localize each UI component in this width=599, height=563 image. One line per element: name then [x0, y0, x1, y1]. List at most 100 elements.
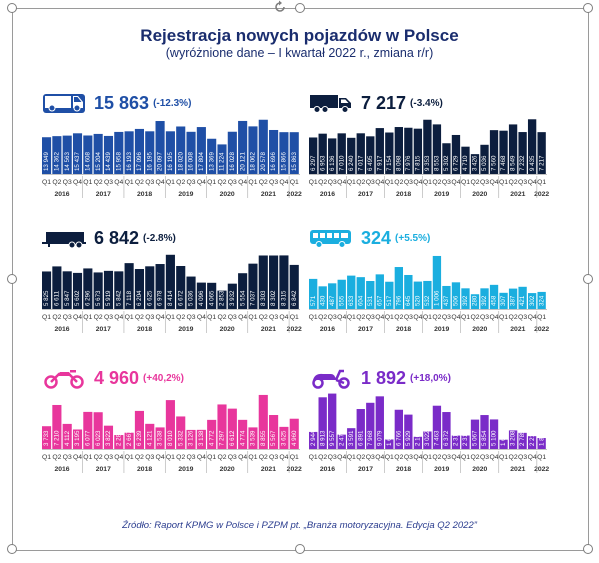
- data-label: 6 495: [367, 155, 374, 171]
- bar: [238, 273, 248, 309]
- x-tick-year: 2017: [358, 191, 373, 198]
- resize-handle-middle-right[interactable]: [583, 274, 593, 284]
- x-tick-year: 2017: [358, 326, 373, 333]
- bar: [423, 431, 432, 449]
- data-label: 2 289: [115, 430, 122, 446]
- data-label: 4 121: [146, 430, 153, 446]
- data-label: 307: [500, 295, 507, 306]
- x-tick-quarter: Q2: [259, 454, 268, 461]
- bar: [385, 439, 394, 449]
- data-label: 6 842: [291, 290, 298, 306]
- x-tick-quarter: Q2: [176, 454, 185, 461]
- bar: [423, 280, 432, 309]
- x-tick-quarter: Q3: [366, 179, 375, 186]
- bar: [289, 132, 299, 174]
- bar: [176, 126, 186, 174]
- x-tick-quarter: Q2: [52, 179, 61, 186]
- headline-change: (+5.5%): [395, 232, 431, 244]
- x-tick-quarter: Q4: [490, 179, 499, 186]
- x-tick-quarter: Q1: [207, 454, 216, 461]
- rotate-handle-icon[interactable]: [273, 0, 287, 14]
- bar: [461, 288, 470, 309]
- resize-handle-top-right[interactable]: [583, 3, 593, 13]
- x-tick-year: 2019: [178, 466, 193, 473]
- data-label: 6 077: [84, 430, 91, 446]
- x-tick-quarter: Q1: [537, 454, 546, 461]
- data-label: 14 439: [105, 152, 112, 171]
- bar: [347, 428, 356, 449]
- bar: [328, 283, 337, 309]
- x-tick-quarter: Q2: [394, 179, 403, 186]
- data-label: 3 932: [229, 290, 236, 306]
- x-tick-year: 2021: [261, 191, 276, 198]
- data-label: 3 022: [424, 430, 431, 446]
- x-tick-quarter: Q2: [470, 314, 479, 321]
- resize-handle-bottom-right[interactable]: [583, 544, 593, 554]
- data-label: 4 772: [208, 430, 215, 446]
- x-tick-year: 2020: [472, 326, 487, 333]
- bar: [124, 432, 134, 449]
- bar: [103, 425, 114, 449]
- data-label: 8 010: [167, 430, 174, 446]
- data-label: 6 953: [319, 155, 326, 171]
- bar: [499, 292, 508, 309]
- x-tick-year: 2021: [261, 466, 276, 473]
- x-tick-quarter: Q2: [259, 314, 268, 321]
- resize-handle-top-center[interactable]: [295, 3, 305, 13]
- bar: [165, 400, 175, 449]
- data-label: 9 079: [376, 430, 383, 446]
- x-tick-year: 2021: [510, 326, 525, 333]
- data-label: 458: [491, 295, 498, 306]
- bar: [356, 277, 365, 309]
- bar: [461, 146, 470, 174]
- x-tick-quarter: Q3: [269, 314, 278, 321]
- data-label: 5 825: [43, 290, 50, 306]
- data-label: 20 121: [239, 152, 246, 171]
- data-label: 2 476: [338, 430, 345, 446]
- x-tick-year: 2019: [178, 326, 193, 333]
- data-label: 5 100: [491, 430, 498, 446]
- data-label: 6 204: [136, 290, 143, 306]
- x-tick-quarter: Q3: [187, 314, 196, 321]
- x-tick-quarter: Q4: [197, 454, 206, 461]
- bar: [499, 130, 508, 174]
- x-tick-year: 2019: [434, 191, 449, 198]
- data-label: 517: [386, 295, 393, 306]
- x-tick-quarter: Q2: [509, 454, 518, 461]
- resize-handle-bottom-left[interactable]: [7, 544, 17, 554]
- data-label: 571: [310, 295, 317, 306]
- bar: [238, 120, 248, 174]
- x-tick-quarter: Q3: [228, 454, 237, 461]
- x-tick-year: 2016: [320, 191, 335, 198]
- x-tick-quarter: Q4: [337, 179, 346, 186]
- x-tick-year: 2019: [434, 466, 449, 473]
- bar: [442, 143, 451, 174]
- x-tick-quarter: Q1: [537, 179, 546, 186]
- data-label: 302: [529, 295, 536, 306]
- bar: [134, 410, 144, 449]
- x-tick-year: 2020: [220, 191, 235, 198]
- resize-handle-top-left[interactable]: [7, 3, 17, 13]
- bar: [114, 131, 124, 174]
- resize-handle-middle-left[interactable]: [7, 274, 17, 284]
- data-label: 796: [395, 295, 402, 306]
- headline-value: 1 892: [361, 367, 407, 388]
- bar: [508, 288, 518, 309]
- bar: [176, 266, 186, 309]
- x-tick-quarter: Q1: [125, 314, 134, 321]
- headline-value: 4 960: [94, 367, 140, 388]
- x-tick-quarter: Q3: [366, 314, 375, 321]
- resize-handle-bottom-center[interactable]: [295, 544, 305, 554]
- data-label: 7 815: [415, 155, 422, 171]
- x-tick-quarter: Q4: [156, 314, 165, 321]
- bar: [537, 291, 546, 309]
- bar: [375, 274, 384, 309]
- bar: [62, 135, 72, 174]
- bar: [52, 136, 62, 174]
- x-tick-quarter: Q3: [518, 314, 527, 321]
- data-label: 6 372: [443, 430, 450, 446]
- panel-header: 4 960 (+40,2%): [42, 365, 184, 391]
- bar: [248, 427, 258, 449]
- bar: [470, 419, 480, 449]
- data-label: 1 604: [500, 430, 507, 446]
